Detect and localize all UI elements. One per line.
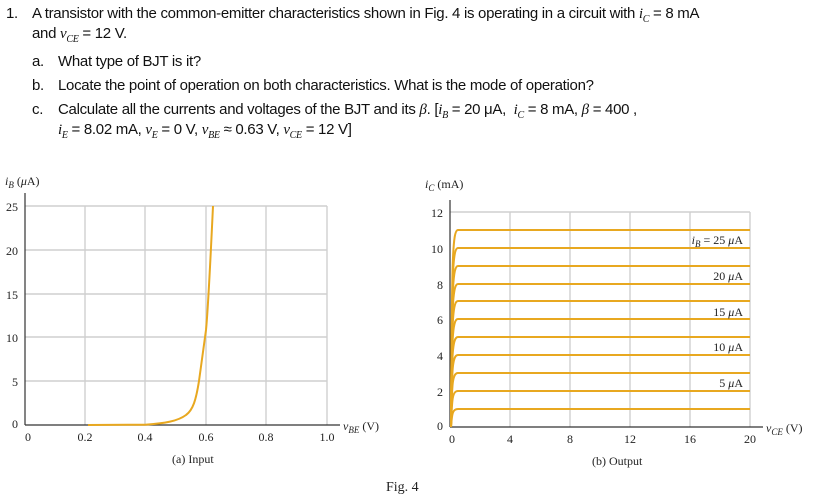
- figure-caption: Fig. 4: [386, 480, 419, 495]
- input-curve: [87, 205, 214, 426]
- svg-text:0.2: 0.2: [78, 430, 93, 444]
- svg-text:iB = 25 μA: iB = 25 μA: [692, 233, 744, 249]
- svg-text:5: 5: [12, 375, 18, 389]
- output-caption: (b) Output: [592, 454, 643, 468]
- svg-text:2: 2: [437, 385, 443, 399]
- input-x-label: vBE (V): [343, 419, 379, 435]
- question-stem-line2: and vCE = 12 V.: [32, 25, 127, 45]
- part-b-text: Locate the point of operation on both ch…: [58, 77, 594, 94]
- output-chart: 12 10 8 6 4 2 0 0 4 8 12 16 20 iB = 25 μ…: [425, 177, 803, 468]
- question-number: 1.: [6, 5, 18, 22]
- svg-text:4: 4: [507, 432, 513, 446]
- svg-text:0.8: 0.8: [259, 430, 274, 444]
- svg-text:12: 12: [624, 432, 636, 446]
- svg-text:5 μA: 5 μA: [719, 376, 743, 390]
- output-x-ticks: 0 4 8 12 16 20: [449, 432, 756, 446]
- input-caption: (a) Input: [172, 452, 214, 466]
- output-curve-labels: iB = 25 μA 20 μA 15 μA 10 μA 5 μA: [692, 233, 744, 390]
- output-y-label: iC (mA): [425, 177, 463, 193]
- svg-text:10: 10: [6, 331, 18, 345]
- svg-text:4: 4: [437, 349, 443, 363]
- svg-text:15: 15: [6, 288, 18, 302]
- input-y-label: iB (μA): [5, 174, 40, 190]
- svg-text:6: 6: [437, 313, 443, 327]
- input-x-ticks: 0 0.2 0.4 0.6 0.8 1.0: [25, 430, 335, 444]
- part-a-text: What type of BJT is it?: [58, 53, 201, 70]
- svg-text:10: 10: [431, 242, 443, 256]
- input-y-ticks: 25 20 15 10 5 0: [6, 200, 18, 431]
- part-c-text-line2: iE = 8.02 mA, vE = 0 V, vBE ≈ 0.63 V, vC…: [58, 121, 352, 141]
- svg-text:20: 20: [6, 244, 18, 258]
- question-stem-line1: A transistor with the common-emitter cha…: [32, 5, 700, 25]
- input-chart: 25 20 15 10 5 0 0 0.2 0.4 0.6 0.8 1.0 iB…: [5, 174, 379, 466]
- svg-text:16: 16: [684, 432, 696, 446]
- output-curves: [450, 229, 750, 428]
- part-c-label: c.: [32, 101, 44, 118]
- svg-text:8: 8: [437, 278, 443, 292]
- input-chart-grid: [25, 205, 328, 425]
- svg-text:1.0: 1.0: [320, 430, 335, 444]
- svg-text:25: 25: [6, 200, 18, 214]
- output-y-ticks: 12 10 8 6 4 2 0: [431, 206, 443, 433]
- part-a-label: a.: [32, 53, 44, 70]
- output-x-label: vCE (V): [766, 421, 803, 437]
- svg-text:0: 0: [449, 432, 455, 446]
- svg-text:0.4: 0.4: [138, 430, 153, 444]
- svg-text:0: 0: [437, 419, 443, 433]
- svg-text:0.6: 0.6: [199, 430, 214, 444]
- svg-text:20: 20: [744, 432, 756, 446]
- part-b-label: b.: [32, 77, 44, 94]
- part-c-text: Calculate all the currents and voltages …: [58, 101, 637, 121]
- svg-text:15 μA: 15 μA: [713, 305, 743, 319]
- svg-text:12: 12: [431, 206, 443, 220]
- svg-text:8: 8: [567, 432, 573, 446]
- svg-text:20 μA: 20 μA: [713, 269, 743, 283]
- svg-text:10 μA: 10 μA: [713, 340, 743, 354]
- svg-text:0: 0: [12, 417, 18, 431]
- svg-text:0: 0: [25, 430, 31, 444]
